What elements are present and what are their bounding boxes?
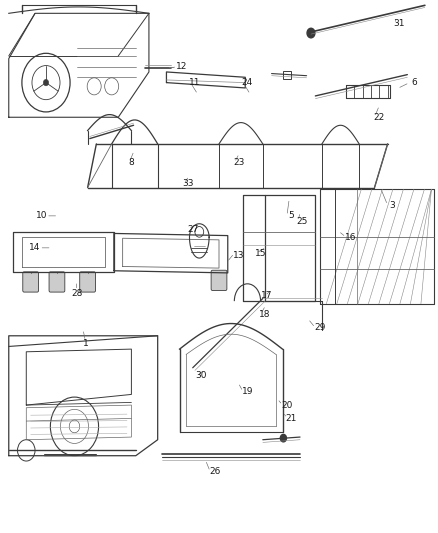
Text: 15: 15	[255, 249, 266, 257]
FancyBboxPatch shape	[49, 272, 65, 292]
Circle shape	[307, 28, 315, 38]
Text: 28: 28	[71, 289, 82, 297]
Text: 31: 31	[393, 20, 404, 28]
Text: 1: 1	[82, 340, 88, 348]
Text: 24: 24	[242, 78, 253, 87]
Text: 30: 30	[196, 372, 207, 380]
FancyBboxPatch shape	[80, 272, 95, 292]
Text: 19: 19	[242, 387, 253, 396]
Text: 12: 12	[176, 62, 187, 71]
Text: 23: 23	[233, 158, 244, 167]
Text: 21: 21	[286, 414, 297, 423]
Bar	[283, 71, 291, 79]
Text: 11: 11	[189, 78, 201, 87]
Text: 3: 3	[389, 201, 395, 209]
FancyBboxPatch shape	[211, 270, 227, 290]
Text: 20: 20	[281, 401, 293, 409]
Text: 27: 27	[187, 225, 198, 233]
Text: 22: 22	[373, 113, 385, 122]
Text: 10: 10	[36, 212, 47, 220]
FancyBboxPatch shape	[23, 272, 39, 292]
Text: 13: 13	[233, 252, 244, 260]
Text: 8: 8	[128, 158, 134, 167]
Text: 5: 5	[288, 212, 294, 220]
Text: 17: 17	[261, 292, 273, 300]
Text: 29: 29	[314, 324, 325, 332]
Text: 25: 25	[297, 217, 308, 225]
Circle shape	[280, 434, 286, 442]
Text: 6: 6	[411, 78, 417, 87]
Text: 14: 14	[29, 244, 41, 252]
Text: 18: 18	[259, 310, 271, 319]
Circle shape	[43, 79, 49, 86]
Text: 26: 26	[209, 467, 220, 476]
Text: 16: 16	[345, 233, 356, 241]
Text: 33: 33	[183, 180, 194, 188]
